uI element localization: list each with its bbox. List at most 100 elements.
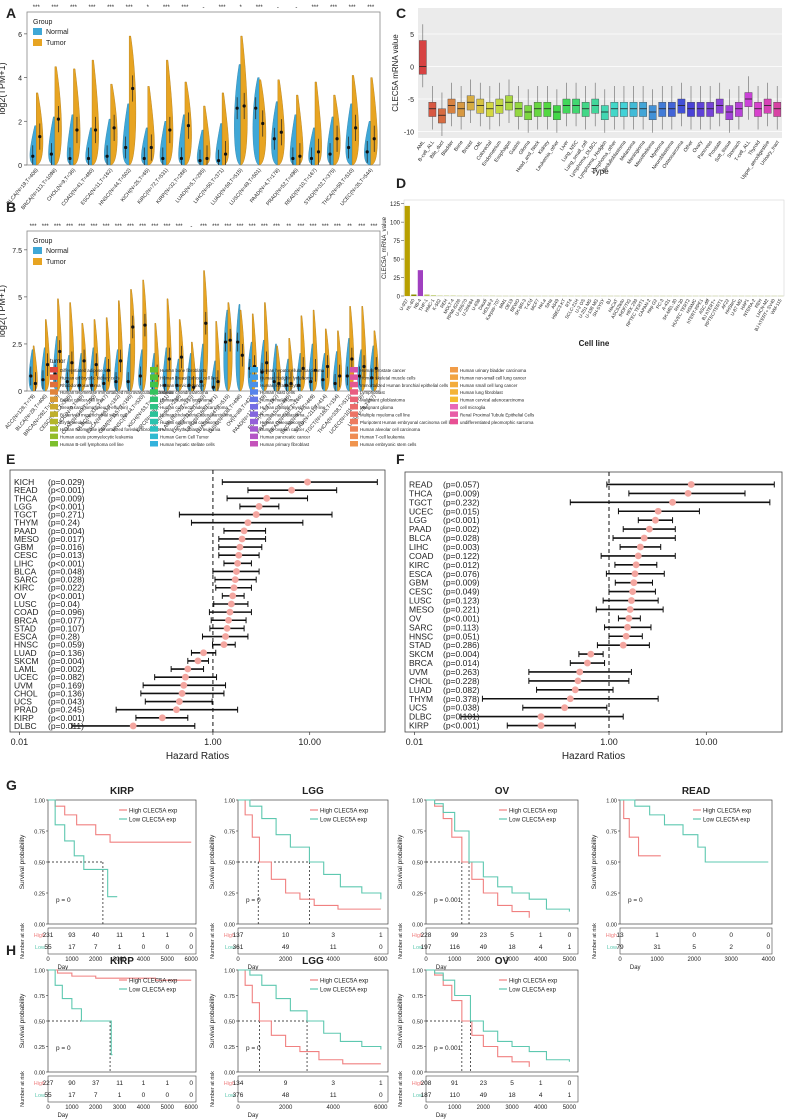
km-curve-low xyxy=(238,799,382,900)
risk-count-low: 197 xyxy=(421,944,432,951)
legend-swatch-normal xyxy=(33,28,42,35)
x-tick-label: 4000 xyxy=(327,1105,341,1111)
legend-swatch xyxy=(150,367,158,373)
risk-group-low: Low xyxy=(225,1093,235,1099)
row-pvalue: (p=0.009) xyxy=(48,493,85,503)
hazard-point xyxy=(129,722,137,730)
x-tick-label: 0 xyxy=(236,1105,240,1111)
violin-normal xyxy=(48,116,56,166)
normal-median-point xyxy=(198,159,202,163)
legend-swatch xyxy=(50,374,58,380)
row-pvalue: (p=0.016) xyxy=(48,542,85,552)
hazard-point xyxy=(200,649,207,657)
legend-entry-label: undifferentiated pleomorphic sarcoma xyxy=(460,420,534,425)
legend-label-high: High CLEC5A exp xyxy=(703,809,752,815)
tumor-median-point xyxy=(301,366,305,371)
hazard-point xyxy=(640,534,648,542)
hazard-point xyxy=(619,641,627,649)
legend-swatch xyxy=(250,389,258,395)
row-label: LGG xyxy=(409,515,427,525)
risk-count-high: 9 xyxy=(284,1080,288,1087)
tumor-median-point xyxy=(179,355,184,359)
risk-table-frame xyxy=(425,1075,579,1103)
tumor-median-point xyxy=(325,364,330,369)
row-label: BLCA xyxy=(409,533,432,543)
legend-swatch xyxy=(250,367,258,373)
legend-entry-label: Human embryonic stem cells xyxy=(360,442,417,447)
risk-group-high: High xyxy=(34,933,45,939)
normal-median-point xyxy=(142,156,146,161)
panel-f: 0.01 1.00 10.00 Hazard Ratios READ (p=0.057) T… xyxy=(396,451,783,762)
y-tick-label: 1.00 xyxy=(34,799,45,805)
hazard-point xyxy=(537,713,545,721)
y-tick-label: 0 xyxy=(397,295,401,301)
row-label: UCS xyxy=(409,703,427,713)
y-tick-label: 0 xyxy=(18,163,22,170)
legend-swatch xyxy=(450,418,458,425)
row-label: READ xyxy=(409,479,433,489)
x-tick-label: 3000 xyxy=(113,957,127,963)
violin-tumor xyxy=(370,77,378,166)
risk-table-frame xyxy=(619,927,773,955)
normal-median-point xyxy=(370,376,374,380)
row-pvalue: (p=0.122) xyxy=(443,551,480,561)
row-pvalue: (p=0.082) xyxy=(443,685,480,695)
legend-swatch xyxy=(350,433,358,440)
risk-table-frame xyxy=(47,1075,197,1103)
row-pvalue: (p=0.004) xyxy=(48,526,85,536)
legend-swatch xyxy=(50,433,58,440)
y-axis-label: log2(TPM+1) xyxy=(0,62,7,114)
risk-count-low: 187 xyxy=(421,1092,432,1099)
x-tick-label: 2000 xyxy=(687,957,701,963)
legend-swatch xyxy=(50,367,58,373)
tumor-median-point xyxy=(82,359,86,363)
x-tick-label: 5000 xyxy=(563,1105,577,1111)
row-pvalue: (p=0.022) xyxy=(48,583,85,593)
km-curve-low xyxy=(620,799,769,863)
hazard-point xyxy=(571,686,579,694)
legend-swatch xyxy=(350,367,358,373)
category-tick-label: REH xyxy=(754,298,763,309)
risk-count-high: 1 xyxy=(166,1080,170,1087)
box-body xyxy=(591,98,600,114)
x-tick-label: 3000 xyxy=(113,1105,127,1111)
hazard-point xyxy=(235,551,243,559)
legend-swatch xyxy=(50,381,58,388)
risk-count-low: 1 xyxy=(118,1092,122,1099)
legend-label-low: Low CLEC5A exp xyxy=(509,818,557,824)
violin-tumor xyxy=(215,321,221,392)
panel-letter-h: H xyxy=(6,942,16,958)
tumor-median-point xyxy=(192,385,196,389)
violin-normal xyxy=(284,358,289,392)
km-curve-low xyxy=(426,799,570,912)
risk-table-frame xyxy=(47,927,197,955)
box-body xyxy=(553,105,561,121)
row-pvalue: (p=0.082) xyxy=(48,672,85,682)
risk-count-high: 208 xyxy=(421,1080,432,1087)
category-tick-label: HNSC(N=44,T=502) xyxy=(98,167,133,207)
row-pvalue: (p<0.001) xyxy=(48,713,85,723)
row-pvalue: (p=0.113) xyxy=(443,622,479,632)
y-tick-label: 0.25 xyxy=(224,892,235,898)
risk-count-low: 0 xyxy=(189,944,193,951)
bar xyxy=(417,270,423,296)
tumor-median-point xyxy=(168,128,172,132)
hazard-point xyxy=(236,543,244,551)
legend-entry-label: Human primary fibroblast xyxy=(260,442,310,447)
tumor-median-point xyxy=(277,381,281,386)
x-tick-label: 3000 xyxy=(725,957,739,963)
row-label: TGCT xyxy=(409,497,432,507)
row-label: KIRP xyxy=(14,713,34,723)
x-tick-label: 0 xyxy=(46,1105,50,1111)
risk-count-low: 55 xyxy=(44,944,52,951)
box-body xyxy=(687,102,695,117)
box-body xyxy=(514,102,523,117)
significance-label: *** xyxy=(358,224,366,230)
y-tick-label: 0.00 xyxy=(224,1071,235,1077)
legend-entry-label: Human Osteosarcoma xyxy=(260,420,304,425)
x-tick-label: 4000 xyxy=(762,957,776,963)
row-pvalue: (p=0.015) xyxy=(443,506,480,516)
legend-swatch xyxy=(350,441,358,447)
violin-normal xyxy=(333,351,338,392)
risk-count-high: 227 xyxy=(43,1080,54,1087)
